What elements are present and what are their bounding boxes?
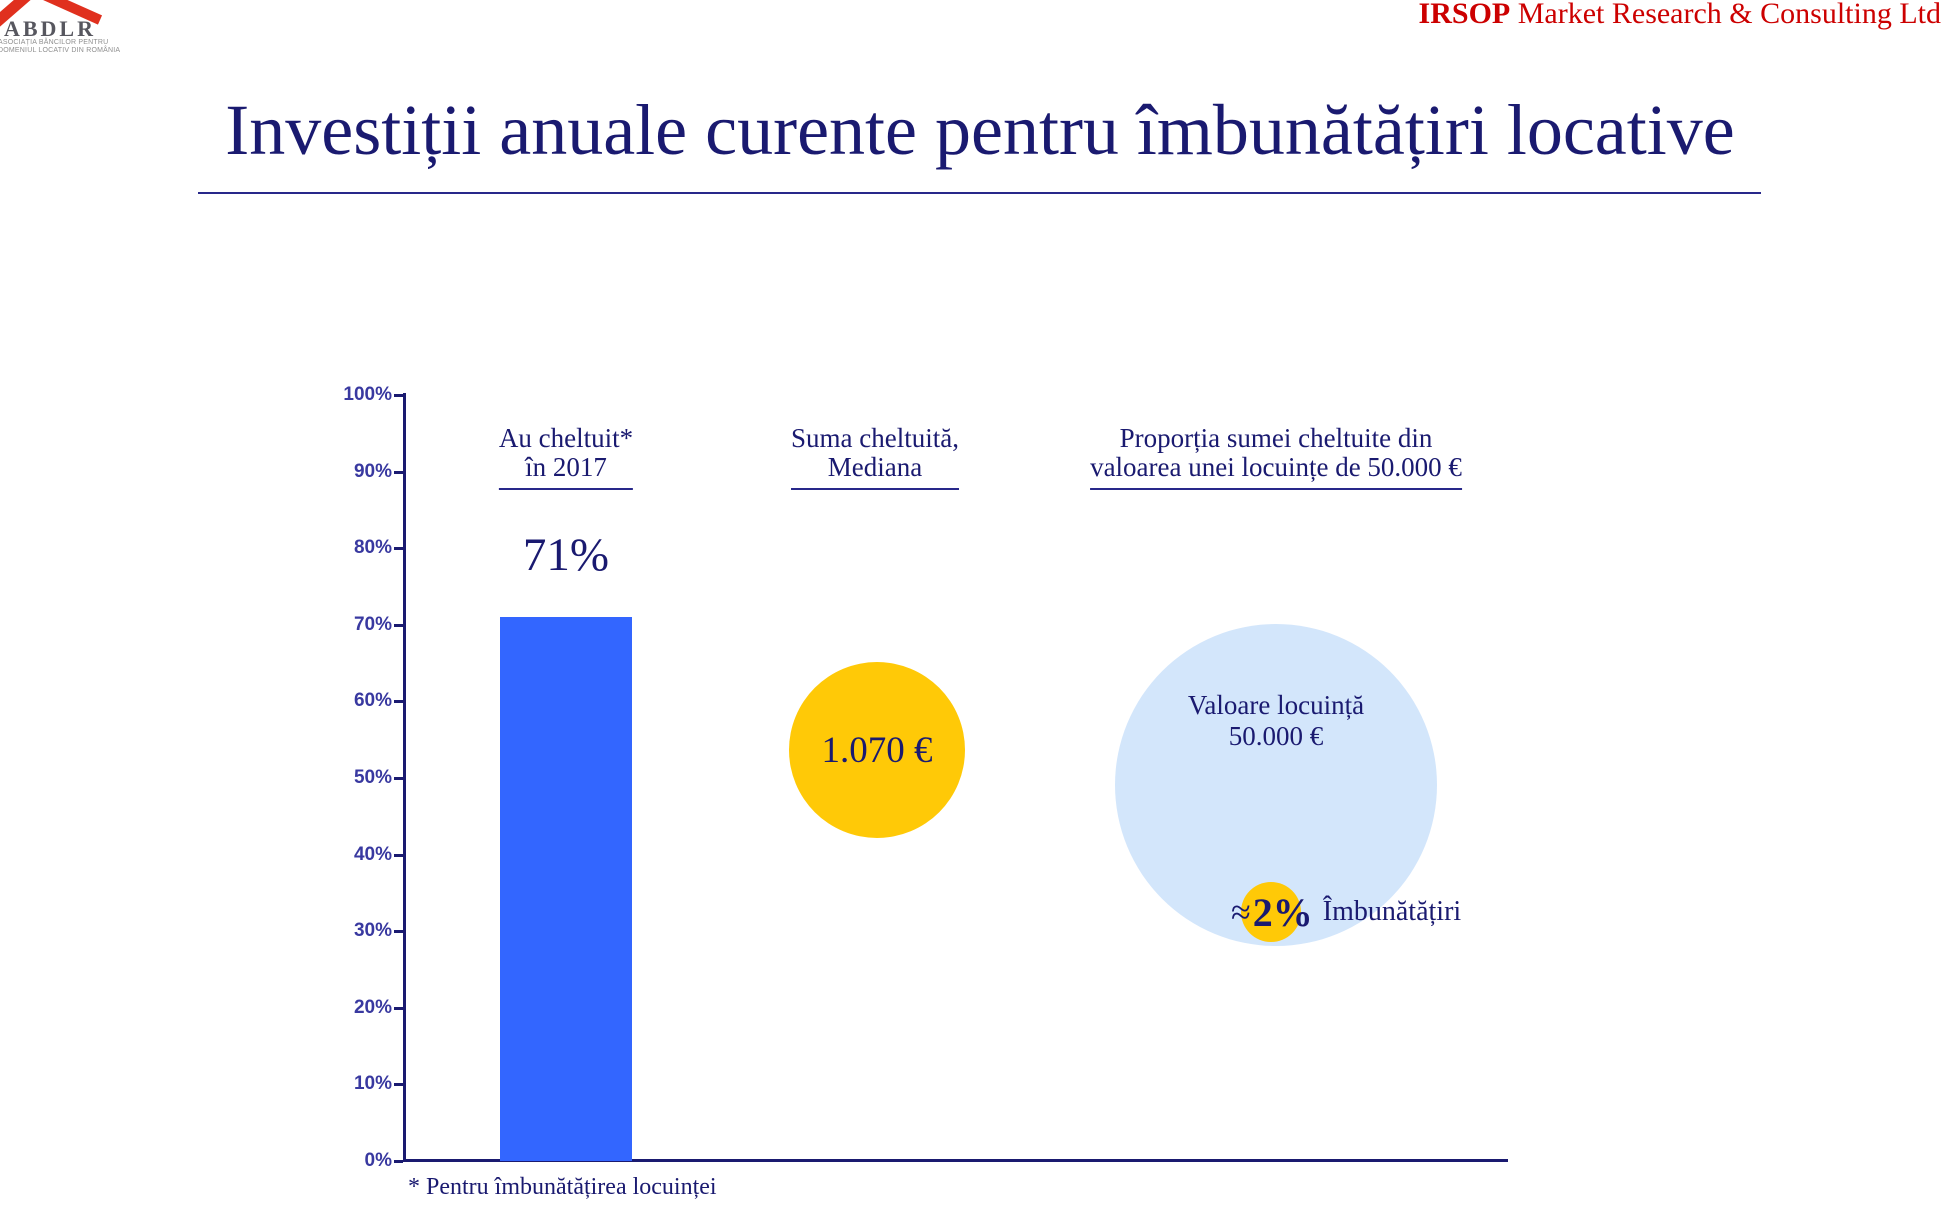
column-header-au-cheltuit: Au cheltuit* în 2017 xyxy=(498,423,634,490)
title-divider xyxy=(198,192,1761,194)
y-tick-mark xyxy=(394,930,403,934)
y-tick-label: 20% xyxy=(353,996,392,1018)
approx-symbol: ≈ xyxy=(1231,892,1251,932)
page-title: Investiții anuale curente pentru îmbunăt… xyxy=(225,90,1735,170)
column-header-line: Suma cheltuită, xyxy=(791,423,959,453)
y-tick-label: 90% xyxy=(353,460,392,482)
y-tick-label: 60% xyxy=(353,690,392,712)
y-tick-mark xyxy=(394,1160,403,1163)
y-tick-mark xyxy=(394,853,403,857)
house-value-bubble-text: Valoare locuință 50.000 € xyxy=(1115,690,1437,752)
roof-icon xyxy=(0,0,103,27)
y-tick-label: 50% xyxy=(353,767,392,788)
agency-name-rest: Market Research & Consulting Ltd xyxy=(1510,0,1941,30)
column-header-line: Proporția sumei cheltuite din xyxy=(1119,423,1433,453)
y-tick-mark xyxy=(394,1006,403,1010)
logo-tagline-line1: ASOCIAȚIA BĂNCILOR PENTRU xyxy=(0,39,109,46)
y-tick-label: 100% xyxy=(343,384,392,405)
column-header-line: valoarea unei locuințe de 50.000 € xyxy=(1090,452,1462,482)
bar-au-cheltuit xyxy=(500,617,632,1161)
y-tick-label: 80% xyxy=(353,537,392,559)
improvements-percentage: 2% xyxy=(1252,889,1313,935)
logo-acronym: ABDLR xyxy=(3,16,96,41)
logo-tagline-line2: DOMENIUL LOCATIV DIN ROMÂNIA xyxy=(0,47,121,54)
column-header-line: Au cheltuit* xyxy=(498,423,634,453)
y-tick-mark xyxy=(394,547,403,551)
y-tick-label: 30% xyxy=(353,920,392,942)
agency-name-bold: IRSOP xyxy=(1418,0,1511,30)
y-tick-mark xyxy=(394,394,403,397)
improvements-bubble xyxy=(1241,882,1301,942)
house-value-line2: 50.000 € xyxy=(1228,721,1324,751)
column-header-line: în 2017 xyxy=(525,452,607,482)
column-header-proportia: Proporția sumei cheltuite din valoarea u… xyxy=(1090,424,1462,490)
median-bubble: 1.070 € xyxy=(789,662,965,838)
improvements-label: Îmbunătățiri xyxy=(1322,896,1462,927)
y-tick-mark xyxy=(394,777,403,780)
y-tick-mark xyxy=(394,700,403,704)
y-tick-mark xyxy=(394,470,403,474)
y-tick-label: 70% xyxy=(353,613,392,635)
y-tick-label: 10% xyxy=(353,1073,392,1095)
footnote: * Pentru îmbunătățirea locuinței xyxy=(408,1174,717,1200)
house-value-line1: Valoare locuință xyxy=(1187,690,1365,720)
column-header-line: Mediana xyxy=(827,452,923,482)
y-tick-label: 40% xyxy=(353,843,392,865)
median-bubble-label: 1.070 € xyxy=(821,729,933,771)
abdlr-logo: ABDLR ASOCIAȚIA BĂNCILOR PENTRU DOMENIUL… xyxy=(0,0,121,64)
y-tick-mark xyxy=(394,1083,403,1087)
column-header-suma-cheltuita: Suma cheltuită, Mediana xyxy=(791,424,959,490)
x-axis-line xyxy=(403,1159,1508,1162)
y-tick-mark xyxy=(394,623,403,627)
agency-name: IRSOP Market Research & Consulting Ltd xyxy=(1419,0,1941,31)
y-axis-line xyxy=(403,393,406,1162)
y-tick-label: 0% xyxy=(364,1150,392,1171)
bar-value-label: 71% xyxy=(522,529,610,581)
improvements-label-row: ≈ 2% Îmbunătățiri xyxy=(1231,882,1461,942)
